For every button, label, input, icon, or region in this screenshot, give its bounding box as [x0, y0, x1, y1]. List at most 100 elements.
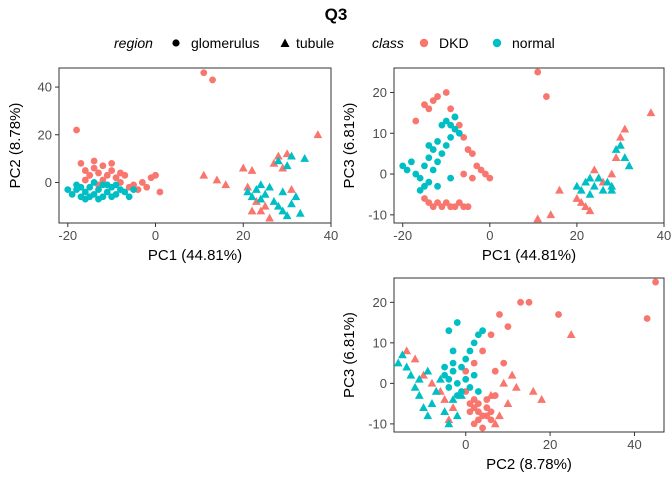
data-point-circle — [487, 408, 495, 416]
data-point-triangle — [212, 175, 222, 184]
data-point-circle — [108, 159, 116, 167]
legend-triangle-icon — [280, 38, 290, 47]
x-tick-label: 0 — [152, 228, 159, 243]
data-point-circle — [434, 93, 441, 100]
y-tick-label: -10 — [368, 416, 387, 431]
data-point-triangle — [410, 354, 420, 363]
data-point-circle — [399, 162, 407, 170]
data-point-triangle — [576, 198, 586, 206]
panel-ticks: -20 0 20 40 -10 0 10 20 — [368, 85, 671, 243]
data-point-circle — [425, 199, 433, 207]
data-point-circle — [90, 157, 98, 165]
data-point-circle — [445, 327, 453, 335]
panel-ticks: -20 0 20 40 0 20 40 — [38, 80, 339, 243]
legend-region-title: region — [114, 35, 153, 51]
panel-frame — [393, 67, 665, 224]
data-point-triangle — [620, 153, 630, 162]
data-point-circle — [460, 133, 468, 141]
data-point-circle — [643, 315, 651, 322]
data-point-circle — [209, 76, 216, 84]
data-point-triangle — [585, 206, 595, 215]
data-point-triangle — [457, 390, 466, 399]
data-point-circle — [442, 199, 450, 207]
data-point-circle — [86, 193, 94, 201]
data-point-triangle — [585, 189, 595, 198]
data-point-triangle — [585, 173, 595, 182]
data-point-circle — [416, 186, 424, 194]
x-axis-title: PC1 (44.81%) — [148, 247, 242, 264]
panel-points — [393, 278, 659, 432]
data-point-triangle — [555, 185, 564, 194]
data-point-circle — [77, 183, 85, 191]
data-point-circle — [487, 331, 495, 339]
data-point-circle — [112, 174, 120, 182]
data-point-triangle — [607, 185, 617, 194]
data-point-triangle — [252, 196, 261, 205]
data-point-circle — [458, 363, 465, 371]
data-point-circle — [468, 150, 476, 158]
data-point-circle — [438, 203, 446, 211]
data-point-circle — [455, 121, 463, 129]
data-point-circle — [447, 121, 455, 129]
data-point-triangle — [589, 165, 599, 174]
data-point-triangle — [607, 181, 617, 190]
data-point-circle — [425, 178, 433, 186]
data-point-circle — [470, 371, 478, 379]
data-point-circle — [483, 412, 491, 420]
data-point-triangle — [199, 170, 209, 179]
data-point-circle — [543, 93, 550, 100]
y-tick-label: 10 — [373, 126, 387, 141]
data-point-circle — [496, 311, 503, 318]
data-point-triangle — [607, 169, 617, 178]
data-point-triangle — [495, 411, 504, 420]
data-point-circle — [449, 347, 457, 355]
data-point-triangle — [256, 194, 266, 203]
data-point-triangle — [486, 390, 496, 399]
data-point-circle — [90, 164, 98, 172]
data-point-circle — [447, 105, 455, 113]
y-axis-title: PC3 (6.81%) — [341, 312, 358, 398]
data-point-circle — [425, 105, 433, 113]
data-point-circle — [500, 359, 508, 367]
y-tick-label: 0 — [45, 175, 52, 190]
data-point-circle — [534, 68, 542, 76]
y-tick-label: 20 — [38, 127, 52, 142]
x-axis-title: PC2 (8.78%) — [486, 456, 572, 473]
data-point-circle — [125, 193, 133, 201]
y-tick-label: 0 — [380, 376, 387, 391]
data-point-circle — [108, 167, 116, 174]
panel-frame — [58, 67, 332, 224]
data-point-triangle — [598, 185, 608, 194]
data-point-circle — [434, 199, 441, 207]
data-point-circle — [442, 117, 450, 125]
data-point-triangle — [269, 196, 279, 205]
data-point-triangle — [256, 206, 266, 215]
data-point-circle — [103, 188, 111, 196]
data-point-triangle — [238, 163, 248, 172]
data-point-triangle — [507, 370, 517, 379]
data-point-circle — [487, 416, 495, 424]
data-point-triangle — [528, 386, 538, 395]
data-point-circle — [453, 379, 461, 387]
data-point-circle — [108, 193, 116, 201]
data-point-circle — [68, 190, 76, 198]
data-point-triangle — [406, 370, 416, 379]
data-point-triangle — [624, 161, 634, 170]
data-point-circle — [479, 347, 486, 355]
data-point-circle — [474, 388, 482, 395]
data-point-circle — [473, 162, 481, 170]
data-point-circle — [445, 384, 453, 391]
data-point-triangle — [410, 382, 420, 391]
data-point-triangle — [511, 382, 521, 391]
data-point-triangle — [452, 411, 462, 420]
data-point-circle — [152, 171, 159, 179]
data-point-circle — [451, 125, 459, 133]
data-point-circle — [517, 298, 524, 306]
x-tick-label: 20 — [236, 228, 250, 243]
data-point-triangle — [402, 346, 412, 355]
data-point-triangle — [436, 374, 445, 383]
data-point-triangle — [282, 149, 292, 158]
data-point-triangle — [646, 108, 656, 117]
x-tick-label: 20 — [543, 437, 557, 452]
data-point-circle — [447, 133, 455, 141]
